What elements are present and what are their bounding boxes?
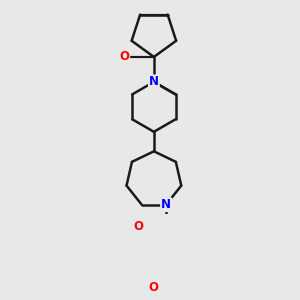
Text: O: O [148,281,158,294]
Text: N: N [149,75,159,88]
Text: O: O [134,220,144,233]
Text: N: N [161,198,171,211]
Text: O: O [119,50,129,63]
